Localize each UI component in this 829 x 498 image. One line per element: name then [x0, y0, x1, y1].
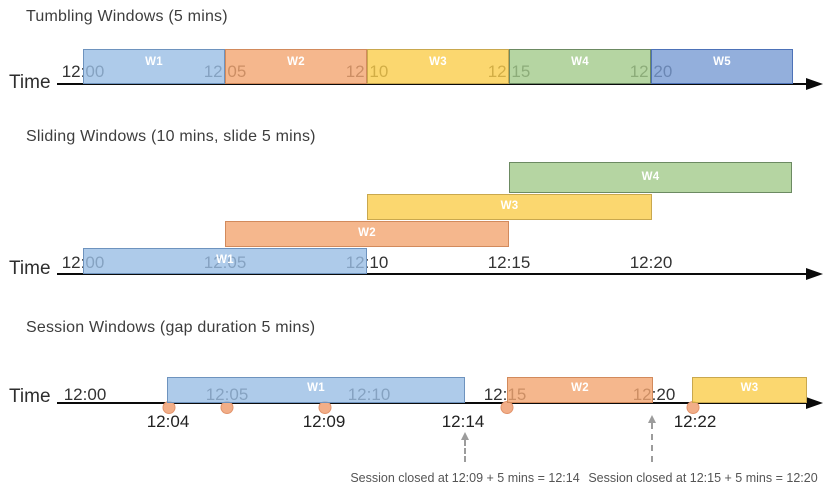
timeline-axis [57, 402, 807, 404]
timeline-arrowhead-icon [806, 77, 823, 90]
timeline-arrowhead-icon [806, 396, 823, 409]
timeline-axis [57, 83, 807, 85]
window-w4: W4 [509, 162, 792, 193]
time-axis-label: Time [9, 72, 51, 93]
section-title: Session Windows (gap duration 5 mins) [26, 319, 316, 336]
timeline-axis [57, 273, 807, 275]
event-time-label: 12:09 [302, 412, 346, 431]
annotation-dashed-stem [651, 423, 653, 462]
window-label: W2 [358, 227, 376, 239]
event-time-label: 12:14 [441, 412, 485, 431]
window-label: W3 [740, 382, 759, 394]
window-w3: W3 [367, 49, 509, 84]
window-label: W2 [287, 56, 305, 68]
window-w1: W1 [83, 49, 225, 84]
time-axis-label: Time [9, 258, 51, 279]
tick-label: 12:00 [63, 385, 107, 404]
window-w1: W1 [83, 248, 367, 274]
window-w2: W2 [225, 221, 509, 247]
window-w1: W1 [167, 377, 465, 403]
window-label: W1 [216, 254, 234, 266]
section-title: Sliding Windows (10 mins, slide 5 mins) [26, 128, 316, 145]
tick-label: 12:20 [629, 253, 673, 272]
window-w3: W3 [692, 377, 807, 403]
window-label: W5 [713, 56, 731, 68]
annotation-text: Session closed at 12:09 + 5 mins = 12:14 [350, 471, 580, 485]
annotation-up-arrowhead-icon [648, 415, 656, 423]
window-label: W1 [145, 56, 163, 68]
window-label: W3 [500, 200, 519, 212]
tick-label: 12:15 [487, 253, 531, 272]
window-label: W1 [307, 382, 325, 394]
annotation-dashed-stem [464, 440, 466, 462]
annotation-text: Session closed at 12:15 + 5 mins = 12:20 [588, 471, 818, 485]
window-w2: W2 [225, 49, 367, 84]
timeline-arrowhead-icon [806, 267, 823, 280]
window-w2: W2 [507, 377, 653, 403]
window-w5: W5 [651, 49, 793, 84]
window-label: W4 [571, 56, 589, 68]
window-label: W3 [429, 56, 447, 68]
window-w3: W3 [367, 194, 652, 220]
section-title: Tumbling Windows (5 mins) [26, 8, 228, 25]
event-time-label: 12:22 [673, 412, 717, 431]
window-label: W2 [571, 382, 589, 394]
annotation-up-arrowhead-icon [461, 432, 469, 440]
time-axis-label: Time [9, 386, 51, 407]
window-label: W4 [641, 171, 660, 183]
window-w4: W4 [509, 49, 651, 84]
event-time-label: 12:04 [146, 412, 190, 431]
